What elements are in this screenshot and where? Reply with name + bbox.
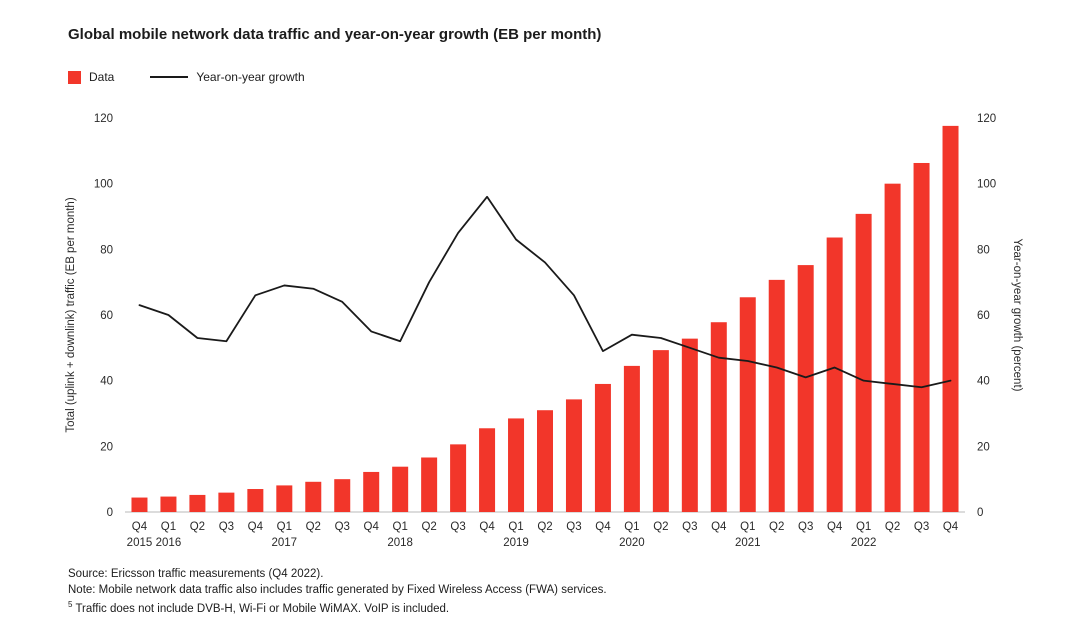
- svg-text:60: 60: [977, 310, 990, 322]
- svg-text:40: 40: [977, 376, 990, 388]
- svg-text:100: 100: [94, 179, 113, 191]
- svg-text:Q2: Q2: [885, 521, 900, 533]
- svg-text:100: 100: [977, 179, 996, 191]
- svg-text:Q4: Q4: [943, 521, 959, 533]
- footer-note: Note: Mobile network data traffic also i…: [68, 584, 607, 597]
- svg-text:Q4: Q4: [827, 521, 843, 533]
- svg-text:Q1: Q1: [508, 521, 523, 533]
- svg-text:Q4: Q4: [132, 521, 148, 533]
- svg-text:2015: 2015: [127, 537, 153, 549]
- svg-text:Year-on-year growth (percent): Year-on-year growth (percent): [1011, 239, 1023, 392]
- svg-text:Q4: Q4: [248, 521, 264, 533]
- svg-text:Q4: Q4: [364, 521, 380, 533]
- svg-text:Q2: Q2: [537, 521, 552, 533]
- chart-legend: Data Year-on-year growth: [68, 70, 305, 84]
- svg-text:Q3: Q3: [566, 521, 581, 533]
- legend-growth-label: Year-on-year growth: [196, 70, 305, 84]
- svg-text:Q2: Q2: [421, 521, 436, 533]
- svg-text:Q1: Q1: [856, 521, 871, 533]
- svg-text:80: 80: [100, 244, 113, 256]
- svg-text:Q4: Q4: [595, 521, 611, 533]
- svg-text:2019: 2019: [503, 537, 529, 549]
- svg-text:2017: 2017: [272, 537, 298, 549]
- svg-text:Q3: Q3: [914, 521, 929, 533]
- svg-text:Q1: Q1: [624, 521, 639, 533]
- svg-text:Q3: Q3: [450, 521, 465, 533]
- legend-data-label: Data: [89, 70, 115, 84]
- legend-data-swatch: [68, 70, 81, 84]
- svg-text:Total (uplink + downlink) traf: Total (uplink + downlink) traffic (EB pe…: [65, 197, 77, 432]
- svg-text:120: 120: [94, 113, 113, 125]
- svg-text:Q3: Q3: [335, 521, 350, 533]
- svg-text:Q1: Q1: [277, 521, 292, 533]
- svg-text:2018: 2018: [387, 537, 413, 549]
- svg-text:2022: 2022: [851, 537, 877, 549]
- svg-text:Q3: Q3: [682, 521, 697, 533]
- svg-text:Q2: Q2: [306, 521, 321, 533]
- svg-text:Q4: Q4: [479, 521, 495, 533]
- svg-text:40: 40: [100, 376, 113, 388]
- svg-text:Q1: Q1: [393, 521, 408, 533]
- svg-text:2021: 2021: [735, 537, 761, 549]
- svg-text:Q2: Q2: [190, 521, 205, 533]
- svg-text:0: 0: [107, 507, 113, 519]
- svg-text:20: 20: [100, 441, 113, 453]
- svg-text:120: 120: [977, 113, 996, 125]
- svg-text:Q4: Q4: [711, 521, 727, 533]
- svg-text:2020: 2020: [619, 537, 645, 549]
- svg-text:2016: 2016: [156, 537, 182, 549]
- svg-text:0: 0: [977, 507, 983, 519]
- svg-text:Q1: Q1: [740, 521, 755, 533]
- footer-source: Source: Ericsson traffic measurements (Q…: [68, 568, 324, 580]
- svg-text:20: 20: [977, 441, 990, 453]
- chart-title: Global mobile network data traffic and y…: [68, 26, 602, 43]
- svg-text:60: 60: [100, 310, 113, 322]
- svg-text:Q1: Q1: [161, 521, 176, 533]
- chart-footer: Source: Ericsson traffic measurements (Q…: [68, 566, 607, 617]
- svg-text:Q2: Q2: [653, 521, 668, 533]
- svg-text:Q2: Q2: [769, 521, 784, 533]
- svg-text:Q3: Q3: [798, 521, 813, 533]
- legend-growth-line-icon: [150, 76, 189, 78]
- footer-footnote: 5 Traffic does not include DVB-H, Wi-Fi …: [68, 599, 450, 615]
- svg-text:Q3: Q3: [219, 521, 234, 533]
- svg-text:80: 80: [977, 244, 990, 256]
